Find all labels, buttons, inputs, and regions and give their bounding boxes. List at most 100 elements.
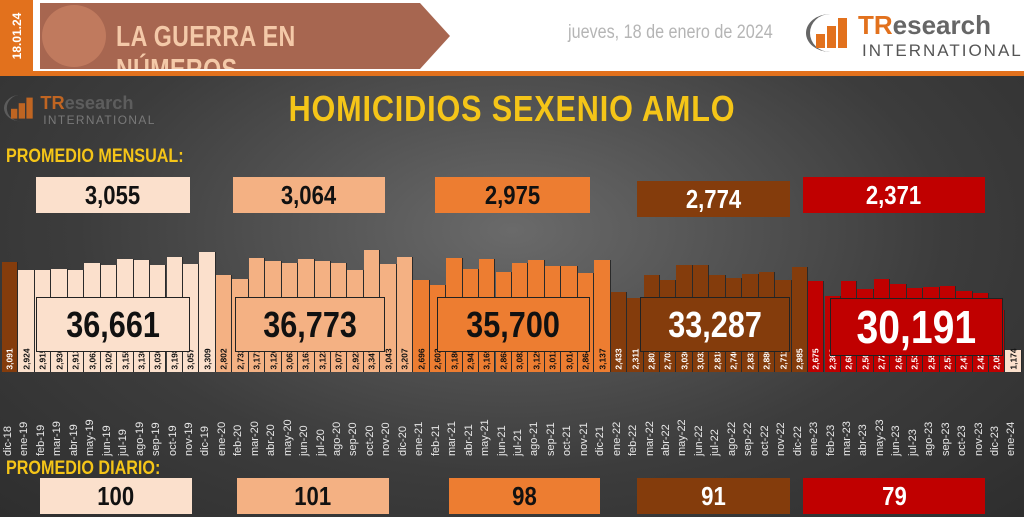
month-tick-label: jun-21 [495,425,508,456]
logo-chart-icon [4,94,38,122]
bar-dic-19 [199,252,216,372]
month-tick-label: jun-23 [890,425,903,456]
month-tick-label: oct-23 [956,425,969,456]
month-tick-label: dic-18 [2,426,14,456]
month-tick-label: dic-20 [396,426,409,456]
bar-value-label: 2,433 [613,347,624,370]
month-tick-label: feb-19 [34,424,47,456]
daily-average-box: 79 [803,478,985,514]
month-tick-label: sep-20 [347,422,360,456]
bar-value-label: 3,309 [202,347,213,370]
daily-average-box: 91 [637,478,790,514]
month-tick-label: ene-23 [808,421,821,456]
bar-dic-22 [791,266,809,372]
month-tick-label: jul-20 [314,429,327,456]
month-tick-label: jul-22 [709,429,722,456]
month-tick-label: feb-22 [627,424,640,456]
month-tick-label: ene-21 [413,421,426,456]
daily-average-label: PROMEDIO DIARIO: [6,458,161,479]
month-tick-label: oct-22 [758,425,771,456]
month-tick-label: mar-19 [51,421,64,456]
month-tick-label: dic-23 [989,426,1001,456]
month-tick-label: dic-22 [791,426,804,456]
period-total-box: 30,191 [830,298,1003,356]
monthly-average-box: 3,055 [36,177,190,213]
month-tick-label: nov-19 [182,422,195,456]
chart-title: HOMICIDIOS SEXENIO AMLO [288,88,736,129]
month-tick-label: ene-20 [215,421,228,456]
bar-dic-21 [594,260,611,372]
month-tick-label: may-19 [84,419,97,456]
bar-value-label: 3,207 [399,347,410,370]
month-tick-label: mar-20 [248,421,261,456]
daily-average-box: 101 [237,478,389,514]
month-tick-label: ago-23 [923,421,936,456]
bar-ene-22 [610,292,628,372]
month-tick-label: dic-21 [594,426,607,456]
month-tick-label: may-20 [281,419,294,456]
bar-value-label: 2,985 [794,347,805,370]
bar-value-label: 3,091 [5,347,15,370]
period-total-box: 35,700 [437,297,590,352]
month-tick-label: feb-23 [824,424,837,456]
month-tick-label: jul-21 [511,429,524,456]
monthly-average-box: 3,064 [233,177,385,213]
monthly-average-box: 2,371 [803,177,985,213]
month-tick-label: nov-22 [775,422,788,456]
month-tick-label: jul-23 [906,429,919,456]
date-tag: 18.01.24 [0,0,33,72]
month-tick-label: jul-19 [117,429,130,456]
month-tick-label: nov-23 [972,422,985,456]
month-tick-label: mar-22 [643,421,656,456]
month-tick-label: oct-21 [561,425,574,456]
month-tick-label: sep-19 [150,422,163,456]
month-tick-label: mar-21 [446,421,459,456]
month-tick-label: abr-22 [660,424,672,456]
month-tick-label: may-22 [676,419,689,456]
month-tick-label: nov-21 [577,422,590,456]
month-tick-label: ago-22 [725,421,738,456]
header-date: jueves, 18 de enero de 2024 [568,22,773,43]
month-tick-label: abr-21 [462,424,475,456]
logo-chart-icon [806,14,854,52]
month-tick-label: feb-20 [232,424,245,456]
period-total-box: 33,287 [640,297,790,352]
daily-average-box: 98 [449,478,600,514]
monthly-average-box: 2,774 [637,181,790,217]
daily-average-box: 100 [40,478,192,514]
month-tick-label: ago-19 [133,421,146,456]
divider [0,71,1024,76]
monthly-average-box: 2,975 [435,177,590,213]
header: 18.01.24 LA GUERRA EN NÚMEROS jueves, 18… [0,0,1024,72]
month-tick-label: nov-20 [380,422,393,456]
period-total-box: 36,773 [235,297,385,352]
bar-dic-18 [2,262,19,372]
banner: LA GUERRA EN NÚMEROS [40,3,450,69]
month-tick-label: jun-19 [100,425,113,456]
month-tick-label: ene-22 [610,421,623,456]
bar-value-label: 2,675 [811,347,822,370]
bar-ene-20 [215,275,233,372]
month-tick-label: may-23 [873,419,886,456]
month-tick-label: oct-19 [166,425,179,456]
bar-dic-20 [396,256,414,372]
month-tick-label: jun-22 [692,425,705,456]
bar-ene-24 [1005,350,1022,372]
month-tick-label: jun-20 [298,425,311,456]
month-tick-label: dic-19 [199,426,212,456]
month-tick-label: feb-21 [429,424,442,456]
month-tick-label: ene-19 [18,421,31,456]
bar-value-label: 2,924 [21,347,32,370]
month-tick-label: sep-21 [544,422,557,456]
banner-title: LA GUERRA EN NÚMEROS [116,21,296,86]
month-tick-label: ene-24 [1005,421,1018,456]
bar-ene-21 [413,280,430,372]
bar-ene-23 [808,281,825,372]
month-tick-label: ago-20 [331,421,343,456]
bar-value-label: 2,802 [218,347,229,370]
mexico-map-icon [42,5,106,67]
month-tick-label: ago-21 [528,421,541,456]
month-tick-label: abr-20 [265,424,278,456]
month-tick-label: abr-19 [67,424,80,456]
bar-value-label: 2,696 [416,347,427,370]
